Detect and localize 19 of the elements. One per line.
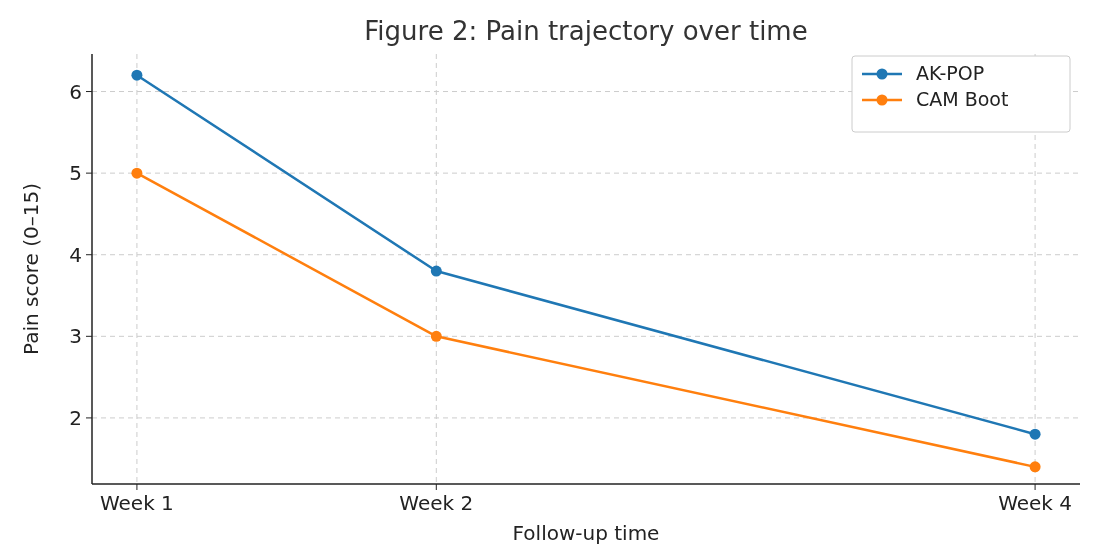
point	[1029, 428, 1041, 440]
x-tick-label: Week 4	[998, 491, 1073, 515]
legend-label: AK-POP	[916, 62, 985, 84]
y-tick-label: 4	[69, 242, 82, 267]
x-tick-label: Week 1	[99, 491, 174, 515]
x-tick-label: Week 2	[399, 491, 474, 515]
y-tick-label: 5	[69, 161, 82, 186]
y-tick-label: 6	[69, 79, 82, 104]
legend-label: CAM Boot	[916, 88, 1009, 110]
point	[430, 265, 442, 277]
y-tick-label: 3	[69, 324, 82, 349]
point	[430, 330, 442, 342]
point	[131, 167, 143, 179]
point	[131, 69, 143, 81]
y-tick-label: 2	[69, 405, 82, 430]
x-axis-title: Follow-up time	[512, 521, 660, 545]
y-axis-title: Pain score (0–15)	[19, 183, 43, 355]
chart-title: Figure 2: Pain trajectory over time	[364, 16, 808, 46]
point	[1029, 461, 1041, 473]
